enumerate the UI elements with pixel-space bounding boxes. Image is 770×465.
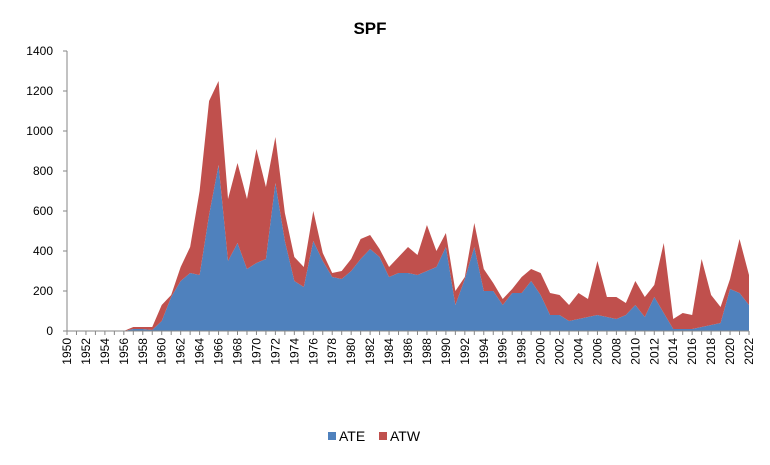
- x-tick-label: 2010: [628, 338, 642, 365]
- x-tick-label: 1972: [268, 338, 282, 365]
- x-tick-label: 1966: [212, 338, 226, 365]
- x-tick-label: 2012: [647, 338, 661, 365]
- x-tick-label: 1954: [98, 338, 112, 365]
- x-tick-label: 2008: [609, 338, 623, 365]
- x-tick-label: 1958: [136, 338, 150, 365]
- y-tick-label: 1000: [26, 124, 53, 138]
- y-tick-label: 1200: [26, 84, 53, 98]
- plot-area: [67, 81, 749, 331]
- x-tick-label: 2002: [553, 338, 567, 365]
- x-tick-label: 1996: [496, 338, 510, 365]
- legend-label-atw: ATW: [390, 428, 421, 444]
- x-tick-label: 1952: [79, 338, 93, 365]
- legend-swatch-atw: [379, 432, 387, 440]
- y-axis: 0 200 400 600 800 1000 1200 1400: [26, 44, 68, 338]
- x-tick-label: 2004: [572, 338, 586, 365]
- series-area-atw: [67, 81, 749, 331]
- x-tick-label: 2006: [590, 338, 604, 365]
- x-tick-label: 1984: [382, 338, 396, 365]
- x-tick-label: 1990: [439, 338, 453, 365]
- x-tick-label: 1964: [193, 338, 207, 365]
- x-tick-label: 1988: [420, 338, 434, 365]
- x-tick-label: 2020: [723, 338, 737, 365]
- x-tick-label: 1950: [60, 338, 74, 365]
- y-tick-label: 1400: [26, 44, 53, 58]
- legend-swatch-ate: [328, 432, 336, 440]
- y-tick-label: 200: [33, 284, 53, 298]
- x-tick-label: 1980: [344, 338, 358, 365]
- x-tick-label: 2014: [666, 338, 680, 365]
- chart-title: SPF: [353, 19, 386, 38]
- x-tick-label: 1956: [117, 338, 131, 365]
- x-tick-label: 2016: [685, 338, 699, 365]
- x-tick-label: 2018: [704, 338, 718, 365]
- legend-label-ate: ATE: [339, 428, 365, 444]
- x-tick-label: 1994: [477, 338, 491, 365]
- x-tick-label: 1974: [287, 338, 301, 365]
- x-tick-label: 1978: [325, 338, 339, 365]
- y-tick-label: 0: [46, 324, 53, 338]
- x-tick-label: 1970: [249, 338, 263, 365]
- x-tick-label: 2022: [742, 338, 756, 365]
- x-tick-label: 1986: [401, 338, 415, 365]
- legend: ATE ATW: [328, 428, 421, 444]
- x-tick-label: 1976: [306, 338, 320, 365]
- x-tick-label: 2000: [534, 338, 548, 365]
- x-tick-label: 1982: [363, 338, 377, 365]
- x-axis: 1950 1952 1954 1956 1958 1960 1962 1964 1966 1968…: [60, 330, 756, 365]
- x-tick-label: 1968: [231, 338, 245, 365]
- x-tick-label: 1998: [515, 338, 529, 365]
- y-tick-label: 600: [33, 204, 53, 218]
- y-tick-label: 800: [33, 164, 53, 178]
- y-tick-label: 400: [33, 244, 53, 258]
- x-tick-label: 1960: [155, 338, 169, 365]
- series-area-ate: [67, 165, 749, 331]
- x-tick-label: 1992: [458, 338, 472, 365]
- x-tick-label: 1962: [174, 338, 188, 365]
